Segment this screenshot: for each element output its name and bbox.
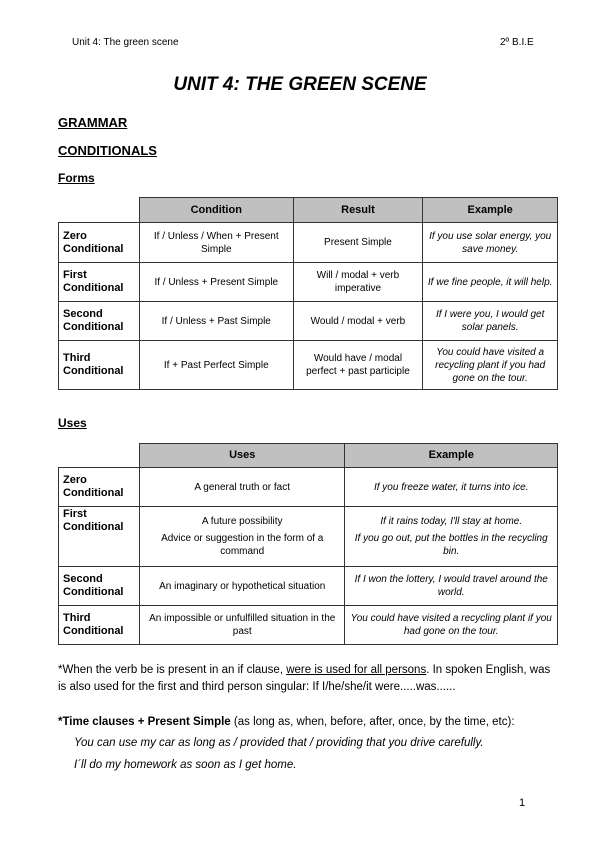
- col-uses: Uses: [138, 443, 346, 468]
- condition-cell: If / Unless + Past Simple: [138, 301, 294, 341]
- example-cell: If you use solar energy, you save money.: [422, 222, 558, 263]
- note-text: . In spoken English, was is also used fo…: [58, 664, 551, 693]
- header-class: 2º B.I.E: [500, 37, 534, 48]
- result-cell: Would have / modal perfect + past partic…: [292, 340, 424, 390]
- example-sentence: I´ll do my homework as soon as I get hom…: [74, 759, 297, 771]
- use-text: An imaginary or hypothetical situation: [159, 580, 326, 592]
- note-were: *When the verb be is present in an if cl…: [58, 662, 558, 696]
- condition-cell: If / Unless / When + Present Simple: [138, 222, 294, 263]
- table-row: Zero Conditional A general truth or fact I…: [58, 467, 558, 507]
- result-cell: Present Simple: [292, 222, 424, 263]
- example-cell: If I were you, I would get solar panels.: [422, 301, 558, 341]
- table-row: Third Conditional An impossible or unfulf…: [58, 605, 558, 645]
- uses-heading: Uses: [58, 416, 87, 430]
- note-text: (as long as, when, before, after, once, …: [230, 716, 515, 728]
- use-text: An impossible or unfulfilled situation i…: [149, 613, 336, 637]
- header-unit: Unit 4: The green scene: [72, 37, 179, 48]
- table-row: First Conditional If / Unless + Present S…: [58, 262, 558, 302]
- example-text: If you freeze water, it turns into ice.: [373, 481, 529, 493]
- example-sentence: You can use my car as long as / provided…: [74, 737, 484, 749]
- row-type: First Conditional: [58, 506, 140, 567]
- result-cell: Would / modal + verb: [292, 301, 424, 341]
- row-type: Third Conditional: [58, 340, 140, 390]
- col-example: Example: [344, 443, 558, 468]
- col-example: Example: [422, 197, 558, 223]
- table-row: Second Conditional An imaginary or hypoth…: [58, 566, 558, 606]
- example-text: If I won the lottery, I would travel aro…: [354, 574, 548, 598]
- note-bold: *Time clauses + Present Simple: [58, 716, 231, 728]
- example-text: You could have visited a recycling plant…: [350, 613, 552, 637]
- table-row: Zero Conditional If / Unless / When + Pre…: [58, 222, 558, 263]
- example-text: If you go out, put the bottles in the re…: [354, 533, 548, 557]
- conditionals-heading: CONDITIONALS: [58, 143, 157, 158]
- use-text: A general truth or fact: [194, 481, 291, 493]
- example-cell: If we fine people, it will help.: [422, 262, 558, 302]
- table-row: First Conditional A future possibility Adv…: [58, 506, 558, 567]
- page-number: 1: [519, 797, 526, 809]
- use-text: A future possibility: [201, 516, 283, 527]
- row-type: First Conditional: [58, 262, 140, 302]
- use-text: Advice or suggestion in the form of a co…: [161, 533, 324, 557]
- example-text: If it rains today, I'll stay at home.: [380, 516, 523, 527]
- forms-heading: Forms: [58, 171, 95, 185]
- grammar-heading: GRAMMAR: [58, 115, 128, 130]
- note-text: *When the verb be is present in an if cl…: [58, 664, 287, 676]
- table-row: Second Conditional If / Unless + Past Sim…: [58, 301, 558, 341]
- note-time-clauses: *Time clauses + Present Simple (as long …: [58, 714, 558, 731]
- row-type: Zero Conditional: [58, 222, 140, 263]
- table-row: Third Conditional If + Past Perfect Simpl…: [58, 340, 558, 390]
- row-type: Third Conditional: [58, 605, 140, 645]
- row-type: Zero Conditional: [58, 467, 140, 507]
- uses-table: Uses Example Zero Conditional A general t…: [58, 443, 558, 645]
- example-cell: You could have visited a recycling plant…: [422, 340, 558, 390]
- col-condition: Condition: [138, 197, 294, 223]
- note-underlined: were is used for all persons: [286, 664, 427, 676]
- result-cell: Will / modal + verb imperative: [292, 262, 424, 302]
- forms-table: Condition Result Example Zero Conditiona…: [58, 197, 558, 390]
- row-type: Second Conditional: [58, 566, 140, 606]
- condition-cell: If / Unless + Present Simple: [138, 262, 294, 302]
- row-type: Second Conditional: [58, 301, 140, 341]
- condition-cell: If + Past Perfect Simple: [138, 340, 294, 390]
- col-result: Result: [292, 197, 424, 223]
- page-title: UNIT 4: THE GREEN SCENE: [173, 74, 427, 95]
